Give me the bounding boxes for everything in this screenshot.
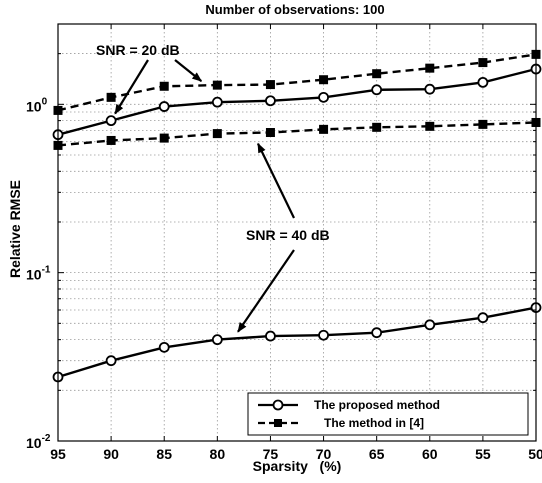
chart-title: Number of observations: 100 <box>205 2 384 17</box>
annotation-snr-40db: SNR = 40 dB <box>246 227 330 243</box>
data-point <box>477 312 489 324</box>
annotation-arrow <box>237 249 295 333</box>
y-tick-exponent: -1 <box>42 265 51 276</box>
plot-frame <box>57 23 537 442</box>
data-point <box>105 355 117 367</box>
series-layer <box>52 49 542 383</box>
series-line <box>57 53 537 112</box>
annotation-snr-20db: SNR = 20 dB <box>96 42 180 58</box>
data-point <box>318 91 329 103</box>
data-point <box>159 81 169 91</box>
y-tick-exponent: 0 <box>42 96 48 107</box>
series-line <box>57 306 537 379</box>
data-point <box>319 124 329 134</box>
x-tick-label: 75 <box>263 446 279 462</box>
data-point <box>212 129 222 139</box>
data-point <box>211 96 223 108</box>
x-tick-label: 65 <box>369 446 385 462</box>
legend-label: The method in [4] <box>324 416 424 430</box>
data-point <box>106 135 116 145</box>
data-point <box>265 80 275 90</box>
legend-marker <box>272 399 284 411</box>
y-tick-base: 10 <box>26 267 42 283</box>
x-tick-label: 50 <box>528 446 542 462</box>
x-tick-label: 90 <box>103 446 119 462</box>
x-tick-label: 85 <box>156 446 172 462</box>
data-point <box>424 83 436 95</box>
y-tick-exponent: -2 <box>42 433 51 444</box>
data-point <box>211 334 223 346</box>
x-tick-label: 95 <box>50 446 66 462</box>
y-tick-label: 10-2 <box>26 433 51 451</box>
x-axis-label: Sparsity (%) <box>253 458 342 474</box>
y-tick-label: 10-1 <box>26 265 51 283</box>
annotation-arrow <box>174 59 203 82</box>
data-point <box>158 341 170 353</box>
legend-marker <box>274 419 282 427</box>
data-point <box>425 63 435 73</box>
data-point <box>212 80 222 90</box>
data-point <box>425 121 435 131</box>
annotations: SNR = 20 dB SNR = 40 dB <box>96 42 330 333</box>
data-point <box>105 115 117 127</box>
legend: The proposed method The method in [4] <box>247 392 529 436</box>
y-tick-base: 10 <box>26 98 42 114</box>
data-point <box>372 122 382 132</box>
data-point <box>372 69 382 79</box>
data-point <box>478 58 488 68</box>
x-tick-label: 70 <box>316 446 332 462</box>
series-line <box>57 121 537 147</box>
annotation-arrow <box>114 59 149 115</box>
data-point <box>319 75 329 85</box>
data-point <box>159 133 169 143</box>
y-axis-label: Relative RMSE <box>7 180 23 278</box>
series-3 <box>52 302 542 383</box>
legend-label: The proposed method <box>314 398 440 412</box>
series-1 <box>53 49 541 115</box>
data-point <box>265 128 275 138</box>
annotation-arrow <box>257 142 295 219</box>
x-tick-label: 55 <box>475 446 491 462</box>
y-tick-base: 10 <box>26 435 42 451</box>
data-point <box>265 95 276 107</box>
series-0 <box>52 63 542 141</box>
data-point <box>106 92 116 102</box>
data-point <box>371 327 383 339</box>
data-point <box>265 330 276 342</box>
x-tick-label: 60 <box>422 446 438 462</box>
legend-box <box>247 392 529 436</box>
data-point <box>478 119 488 129</box>
y-tick-label: 100 <box>26 96 48 114</box>
data-point <box>158 101 170 112</box>
data-point <box>477 76 489 88</box>
series-2 <box>53 117 541 150</box>
series-line <box>57 67 537 136</box>
data-point <box>371 84 383 96</box>
x-tick-label: 80 <box>210 446 226 462</box>
data-point <box>424 319 436 331</box>
data-point <box>318 329 329 341</box>
